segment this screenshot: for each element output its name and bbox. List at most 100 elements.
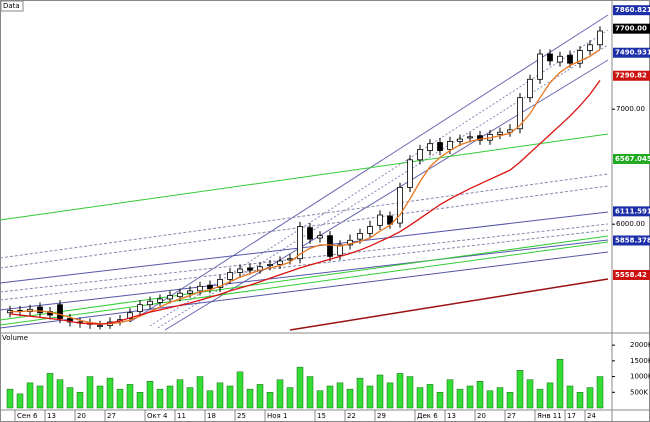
- x-tick-label: 15: [317, 412, 326, 420]
- candle-body: [587, 44, 593, 51]
- candle-body: [517, 97, 523, 130]
- volume-bar: [16, 393, 24, 409]
- candle-body: [497, 131, 503, 135]
- candle-body: [337, 244, 343, 256]
- x-tick-label: 20: [477, 412, 486, 420]
- volume-tick-label: 500K: [630, 388, 648, 396]
- volume-bar: [336, 382, 344, 409]
- candle-body: [157, 298, 163, 303]
- x-tick-label: Дек 6: [417, 412, 438, 420]
- volume-bar: [296, 366, 304, 409]
- price-flag: [613, 235, 650, 246]
- volume-bar: [586, 387, 594, 409]
- volume-bar: [506, 392, 514, 409]
- price-flag-label: 7490.9316: [615, 49, 650, 57]
- price-flag-label: 7700.00: [615, 25, 647, 33]
- candle-body: [367, 226, 373, 234]
- price-flag-label: 6111.5912: [615, 207, 650, 215]
- volume-bar: [566, 385, 574, 409]
- price-flag: [613, 47, 650, 58]
- x-tick-label: 22: [347, 412, 356, 420]
- candle-body: [357, 232, 363, 240]
- volume-bar: [176, 379, 184, 409]
- volume-bar: [206, 390, 214, 409]
- candle-body: [557, 55, 563, 63]
- candle-body: [407, 159, 413, 188]
- volume-bar: [36, 385, 44, 409]
- candle-body: [537, 53, 543, 80]
- volume-bar: [286, 387, 294, 409]
- price-flag: [613, 206, 650, 217]
- candle-body: [97, 324, 103, 327]
- x-tick-label: 24: [587, 412, 596, 420]
- price-flag-label: 7290.82: [615, 72, 647, 80]
- x-tick-label: 17: [567, 412, 576, 420]
- volume-bar: [106, 377, 114, 409]
- volume-tick-label: 2000K: [630, 341, 650, 349]
- volume-tick-label: 1000K: [630, 373, 650, 381]
- candle-body: [397, 186, 403, 224]
- x-tick-label: 11: [177, 412, 186, 420]
- candle-body: [447, 140, 453, 150]
- volume-bar: [396, 373, 404, 409]
- volume-bar: [306, 376, 314, 409]
- volume-pane-label: Volume: [2, 334, 28, 342]
- y-tick-label: 7000.00: [616, 105, 645, 113]
- candle-body: [37, 306, 43, 314]
- volume-bar: [196, 376, 204, 409]
- volume-bar: [166, 385, 174, 409]
- moving-average: [9, 80, 601, 325]
- price-flag-label: 5858.3780: [615, 236, 650, 244]
- candle-body: [227, 272, 233, 280]
- volume-bar: [366, 385, 374, 409]
- candle-body: [207, 284, 213, 289]
- volume-bar: [46, 373, 54, 409]
- x-tick-label: 13: [447, 412, 456, 420]
- candle-body: [297, 226, 303, 260]
- x-tick-label: 18: [207, 412, 216, 420]
- candle-body: [317, 235, 323, 239]
- candle-body: [167, 295, 173, 300]
- volume-bar: [356, 377, 364, 409]
- x-tick-label: Янв 11: [537, 412, 562, 420]
- volume-bar: [386, 382, 394, 409]
- price-flag-label: 6567.0455: [615, 155, 650, 163]
- candle-body: [177, 292, 183, 298]
- volume-bar: [556, 359, 564, 409]
- volume-bar: [436, 392, 444, 409]
- price-flag: [613, 269, 650, 280]
- volume-bar: [376, 374, 384, 409]
- x-tick-label: Ноя 1: [267, 412, 287, 420]
- x-tick-label: 20: [77, 412, 86, 420]
- y-tick-label: 6000.00: [616, 220, 645, 228]
- candle-body: [327, 235, 333, 257]
- volume-bar: [536, 388, 544, 409]
- price-flag: [613, 153, 650, 164]
- volume-bar: [316, 390, 324, 409]
- x-tick-label: 25: [237, 412, 246, 420]
- candle-body: [217, 278, 223, 288]
- candle-body: [567, 54, 573, 64]
- candle-body: [187, 290, 193, 294]
- volume-bar: [226, 385, 234, 409]
- volume-bar: [466, 385, 474, 409]
- volume-bar: [66, 387, 74, 409]
- volume-bar: [26, 382, 34, 409]
- candle-body: [417, 149, 423, 161]
- candle-body: [437, 142, 443, 151]
- x-tick-label: Сен 6: [17, 412, 38, 420]
- candle-body: [457, 138, 463, 142]
- volume-bar: [426, 384, 434, 409]
- volume-bar: [516, 370, 524, 409]
- volume-bar: [126, 384, 134, 409]
- volume-bar: [246, 388, 254, 409]
- volume-bar: [546, 382, 554, 409]
- volume-bar: [496, 387, 504, 409]
- volume-bar: [156, 388, 164, 409]
- volume-bar: [146, 381, 154, 409]
- candle-body: [57, 304, 63, 319]
- price-pane-label: Data: [3, 2, 20, 10]
- volume-bar: [276, 379, 284, 409]
- volume-bar: [576, 392, 584, 409]
